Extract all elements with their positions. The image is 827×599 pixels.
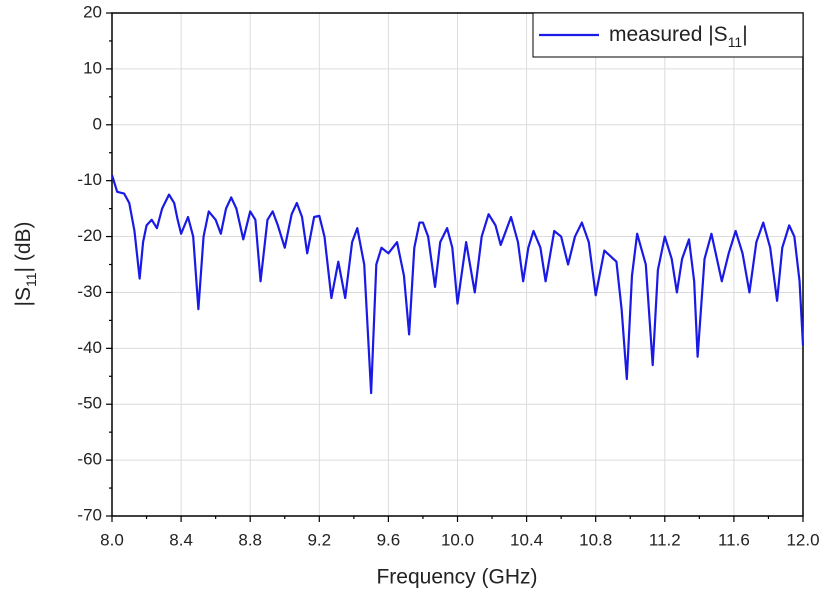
legend-label: measured |S11| — [609, 23, 748, 50]
y-axis-label: |S11| (dB) — [12, 222, 39, 307]
y-tick-label: 0 — [93, 114, 102, 133]
legend-text: measured |S — [609, 23, 728, 46]
y-tick-label: 10 — [83, 58, 102, 77]
x-tick-label: 10.4 — [510, 530, 543, 549]
y-tick-label: -10 — [77, 170, 102, 189]
legend-sub: 11 — [728, 34, 743, 50]
x-tick-label: 8.0 — [100, 530, 124, 549]
y-label-tail: | (dB) — [12, 222, 35, 273]
x-tick-label: 8.4 — [169, 530, 193, 549]
x-tick-label: 9.2 — [307, 530, 331, 549]
plot-frame — [111, 12, 804, 517]
y-label-main: |S — [12, 287, 35, 306]
x-tick-label: 9.6 — [377, 530, 401, 549]
x-tick-label: 8.8 — [238, 530, 262, 549]
x-tick-label: 10.8 — [579, 530, 612, 549]
y-label-sub: 11 — [23, 272, 39, 287]
x-tick-label: 10.0 — [441, 530, 474, 549]
y-tick-label: -30 — [77, 282, 102, 301]
x-tick-label: 12.0 — [786, 530, 819, 549]
x-axis-label: Frequency (GHz) — [376, 566, 537, 589]
x-tick-label: 11.2 — [649, 530, 681, 549]
y-tick-label: 20 — [83, 2, 102, 21]
y-tick-label: -40 — [77, 338, 102, 357]
data-line — [110, 174, 805, 395]
y-tick-label: -20 — [77, 226, 102, 245]
legend-tail: | — [742, 23, 747, 46]
y-tick-label: -60 — [77, 450, 102, 469]
y-tick-label: -70 — [77, 505, 102, 524]
y-tick-label: -50 — [77, 394, 102, 413]
x-tick-label: 11.6 — [718, 530, 750, 549]
